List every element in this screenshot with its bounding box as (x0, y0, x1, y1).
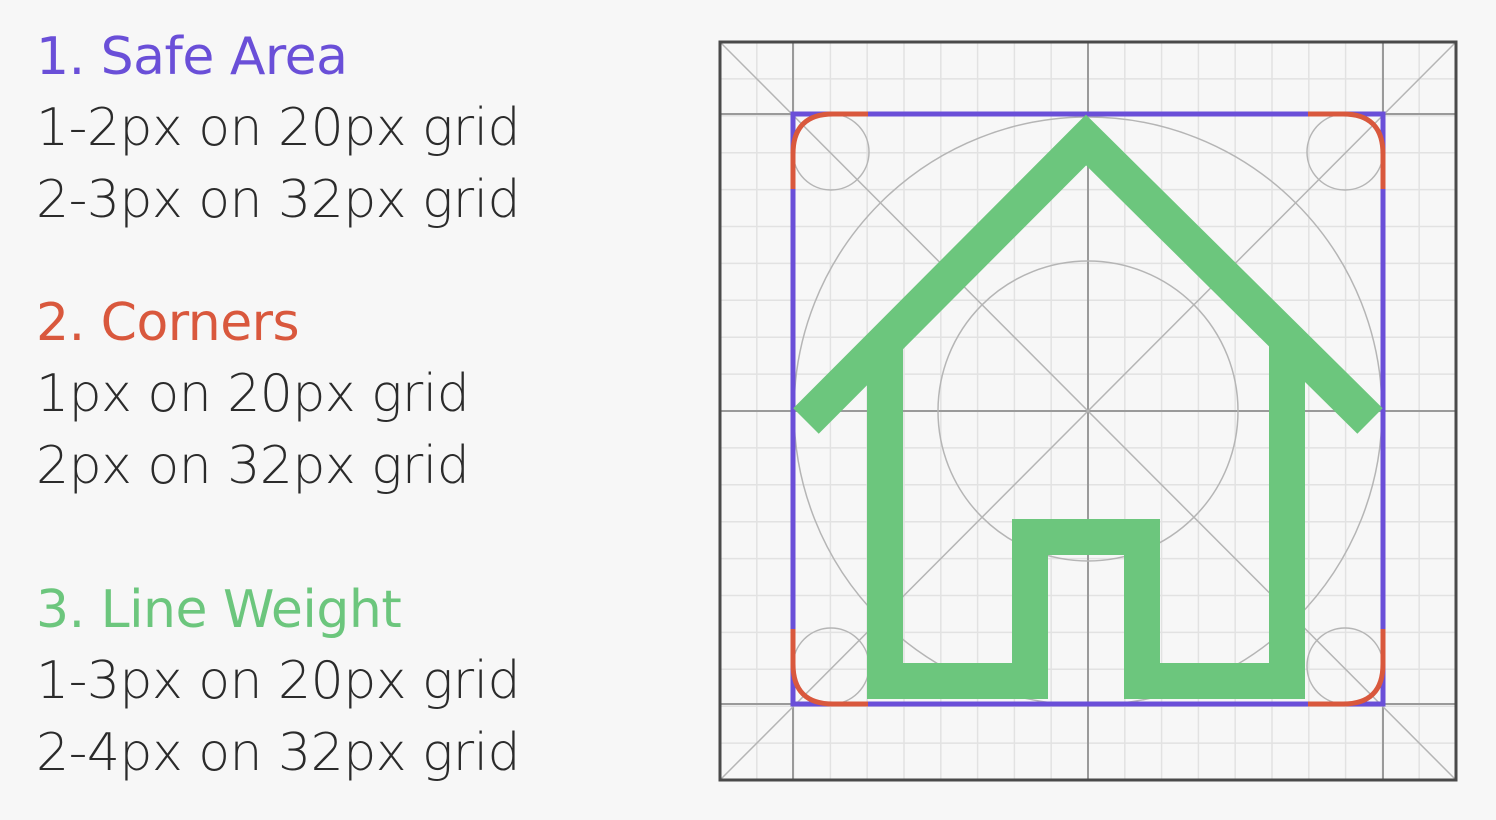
section-line: 2px on 32px grid (36, 436, 470, 496)
section-title-corners: 2. Corners (36, 293, 300, 353)
corner-marker (790, 629, 868, 707)
section-line: 2-3px on 32px grid (36, 170, 521, 230)
section-line: 1-3px on 20px grid (36, 651, 521, 711)
corner-marker (1308, 111, 1386, 189)
section-title-safe-area: 1. Safe Area (36, 27, 348, 87)
corner-marker (790, 111, 868, 189)
section-line: 2-4px on 32px grid (36, 723, 521, 783)
section-line: 1px on 20px grid (36, 364, 470, 424)
diagonal-guide (719, 41, 1457, 781)
section-title-line-weight: 3. Line Weight (36, 580, 402, 640)
house-icon (718, 40, 1458, 782)
corner-marker (1308, 629, 1386, 707)
circle-guide (937, 260, 1239, 562)
icon-grid-diagram (718, 40, 1458, 782)
section-line: 1-2px on 20px grid (36, 98, 521, 158)
safe-area-box (790, 111, 1386, 707)
house-icon-shape (793, 114, 1383, 699)
house-roof (793, 114, 1383, 434)
corner-markers (790, 111, 1386, 707)
section-corners: 2. Corners 1px on 20px grid 2px on 32px … (36, 288, 470, 502)
icon-frame (718, 40, 1458, 782)
house-walls (867, 340, 1305, 699)
section-safe-area: 1. Safe Area 1-2px on 20px grid 2-3px on… (36, 22, 521, 236)
section-line-weight: 3. Line Weight 1-3px on 20px grid 2-4px … (36, 575, 521, 789)
guidelines-text: 1. Safe Area 1-2px on 20px grid 2-3px on… (36, 0, 636, 820)
